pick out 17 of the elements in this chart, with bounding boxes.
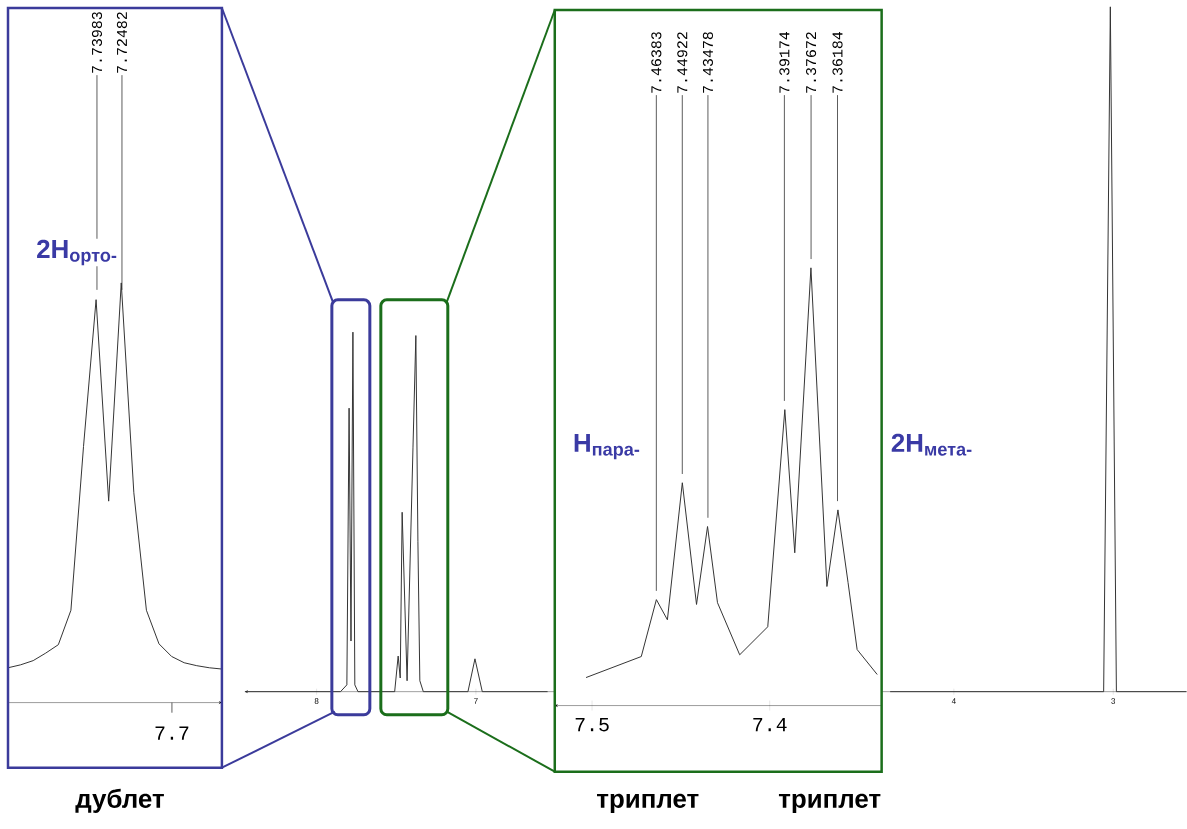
text: триплет [597, 793, 699, 814]
x-tick-label: 7.5 [575, 718, 609, 732]
x-tick-label: 7.4 [753, 718, 787, 732]
annotation: 7.37672 [806, 32, 817, 93]
text: триплет [778, 793, 881, 814]
annotation: 7.44922 [677, 32, 688, 93]
text: 7.72482 [116, 12, 128, 73]
annotation: 7.46383 [651, 32, 662, 93]
text: 2H$_{орто-}$ [37, 239, 117, 266]
annotation: 7.43478 [702, 32, 713, 93]
annotation: 7.39174 [779, 32, 790, 93]
annotation: H$_{пара-}$ [574, 434, 640, 460]
annotation: 7.36184 [832, 32, 843, 93]
text: 7.7 [155, 726, 189, 740]
text: 7.73983 [91, 12, 103, 73]
annotation: 2H$_{мета-}$ [891, 433, 972, 456]
text: дублет [75, 788, 164, 814]
